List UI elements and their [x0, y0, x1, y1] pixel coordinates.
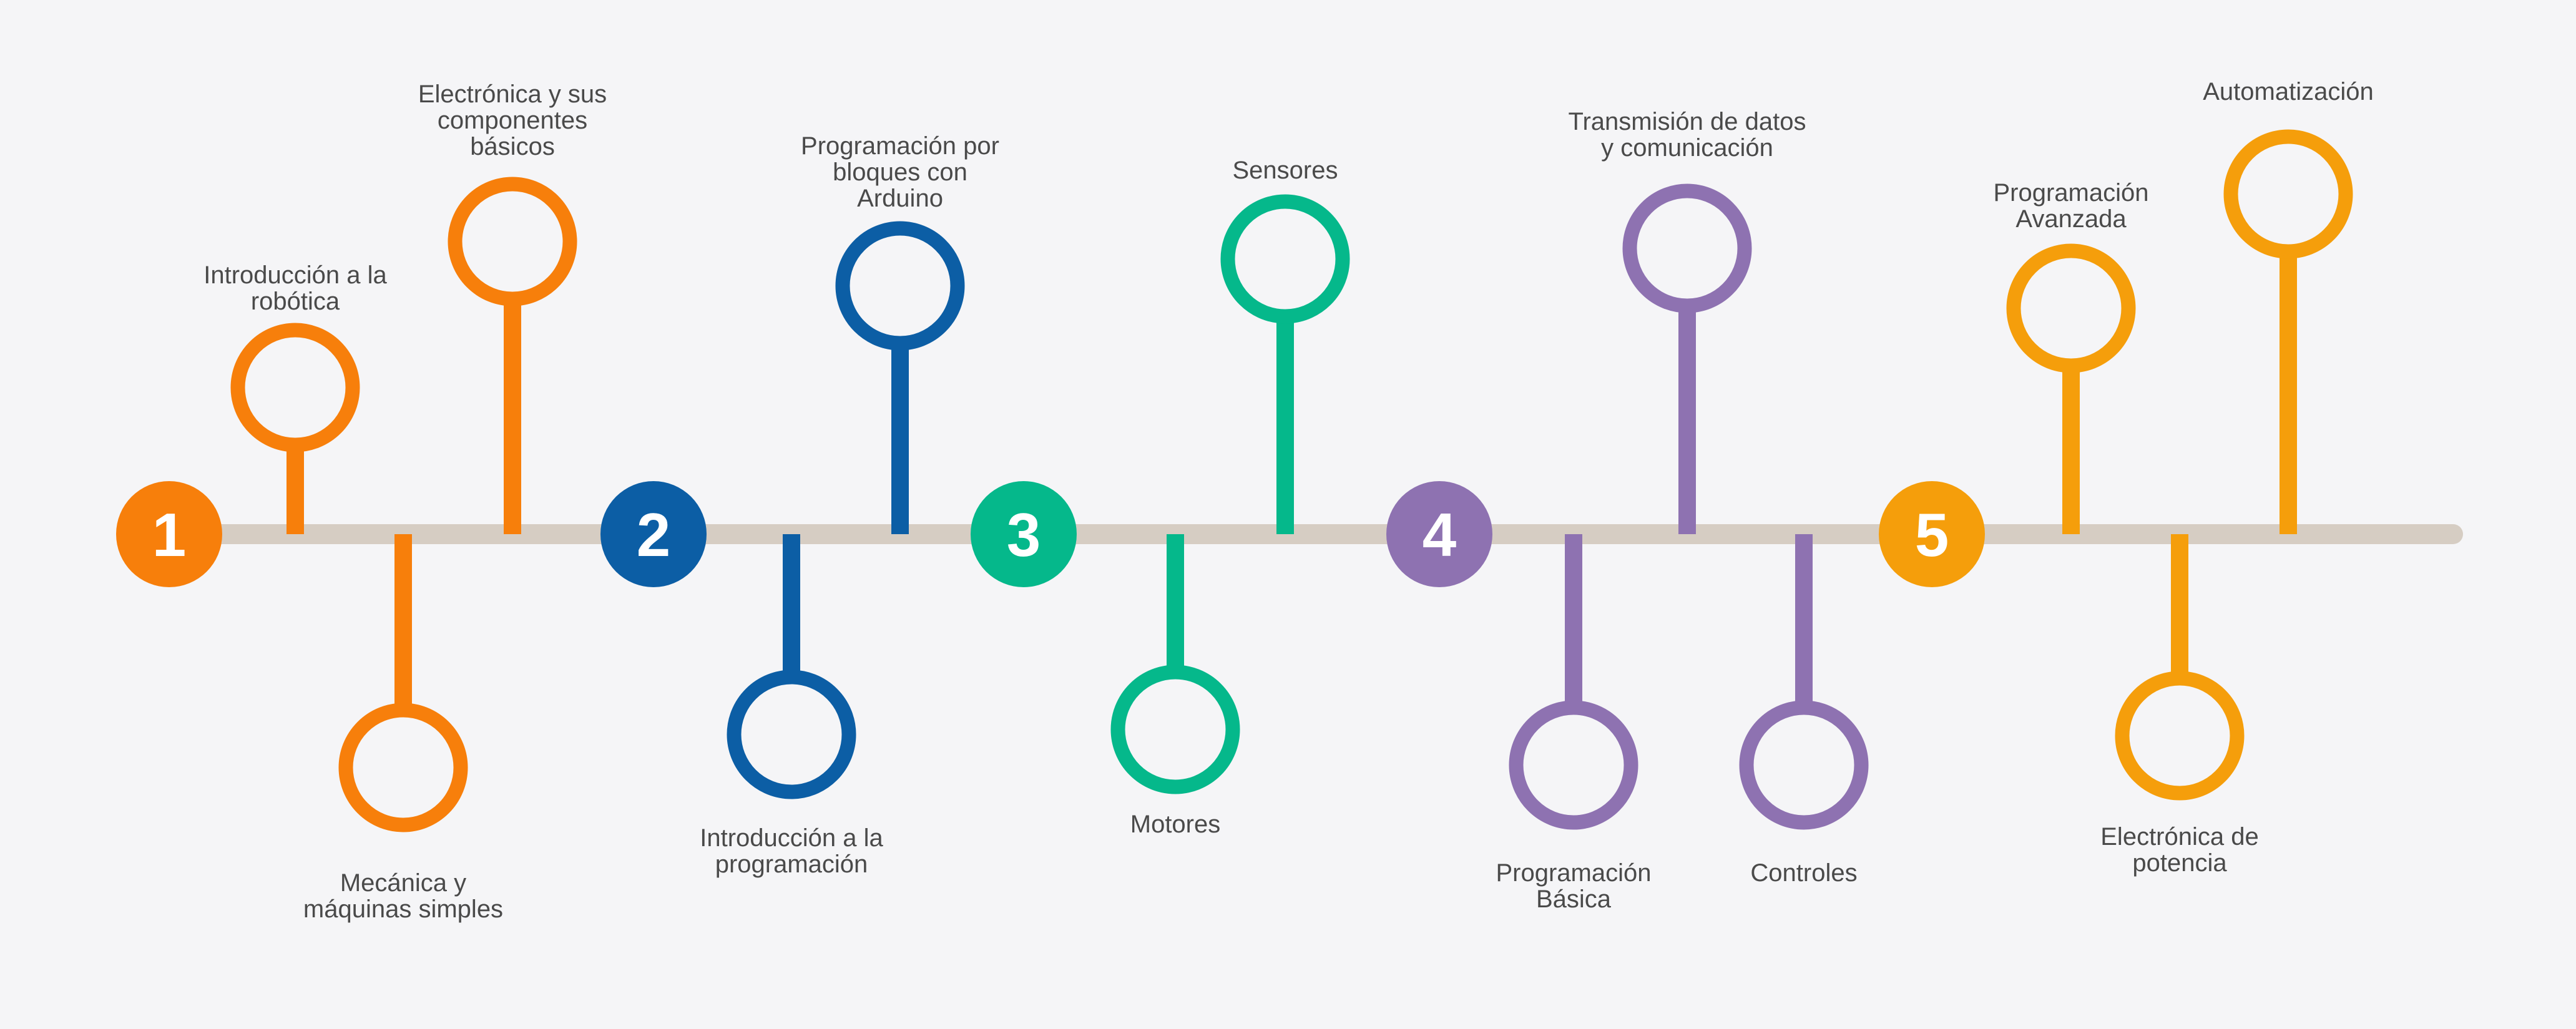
- topic-ring: [230, 323, 360, 452]
- topic-ring: [448, 177, 577, 306]
- topic-ring: [2006, 243, 2136, 373]
- topic-ring: [2115, 671, 2245, 801]
- topic-label: Motores: [1130, 811, 1221, 838]
- topic-ring: [835, 221, 965, 351]
- milestone-circle: [600, 481, 707, 587]
- topic-ring: [727, 670, 856, 799]
- topic-label: Electrónica de potencia: [2100, 823, 2259, 877]
- topic-label: Electrónica y sus componentes básicos: [418, 80, 607, 160]
- topic-ring: [1509, 700, 1638, 830]
- milestone-circle: [1386, 481, 1492, 587]
- topic-label: Introducción a la programación: [700, 824, 883, 878]
- milestone-number: 3: [1007, 500, 1041, 569]
- topic-ring: [338, 703, 468, 832]
- topic-label: Automatización: [2203, 78, 2374, 105]
- milestone-circle: [971, 481, 1077, 587]
- milestone-circle: [116, 481, 222, 587]
- milestones: 1 2 3 4 5: [116, 481, 1985, 587]
- milestone-number: 1: [152, 500, 187, 569]
- milestone-number: 5: [1915, 500, 1949, 569]
- topic-ring: [1739, 700, 1869, 830]
- topic-ring: [2223, 129, 2353, 259]
- topic-stems: [286, 251, 2297, 710]
- topic-label: Programación Avanzada: [1993, 179, 2149, 233]
- topic-label: Controles: [1750, 859, 1858, 887]
- milestone-number: 4: [1423, 500, 1457, 569]
- topic-ring: [1622, 183, 1752, 313]
- topic-label: Sensores: [1232, 157, 1338, 184]
- topic-rings: [230, 129, 2353, 832]
- milestone-number: 2: [637, 500, 671, 569]
- topic-ring: [1110, 665, 1240, 794]
- topic-label: Programación por bloques con Arduino: [801, 132, 999, 212]
- topic-label: Transmisión de datos y comunicación: [1568, 108, 1806, 162]
- topic-label: Introducción a la robótica: [203, 261, 387, 315]
- topic-label: Programación Básica: [1496, 859, 1652, 913]
- topic-ring: [1220, 194, 1350, 324]
- milestone-circle: [1879, 481, 1985, 587]
- topic-label: Mecánica y máquinas simples: [303, 869, 504, 923]
